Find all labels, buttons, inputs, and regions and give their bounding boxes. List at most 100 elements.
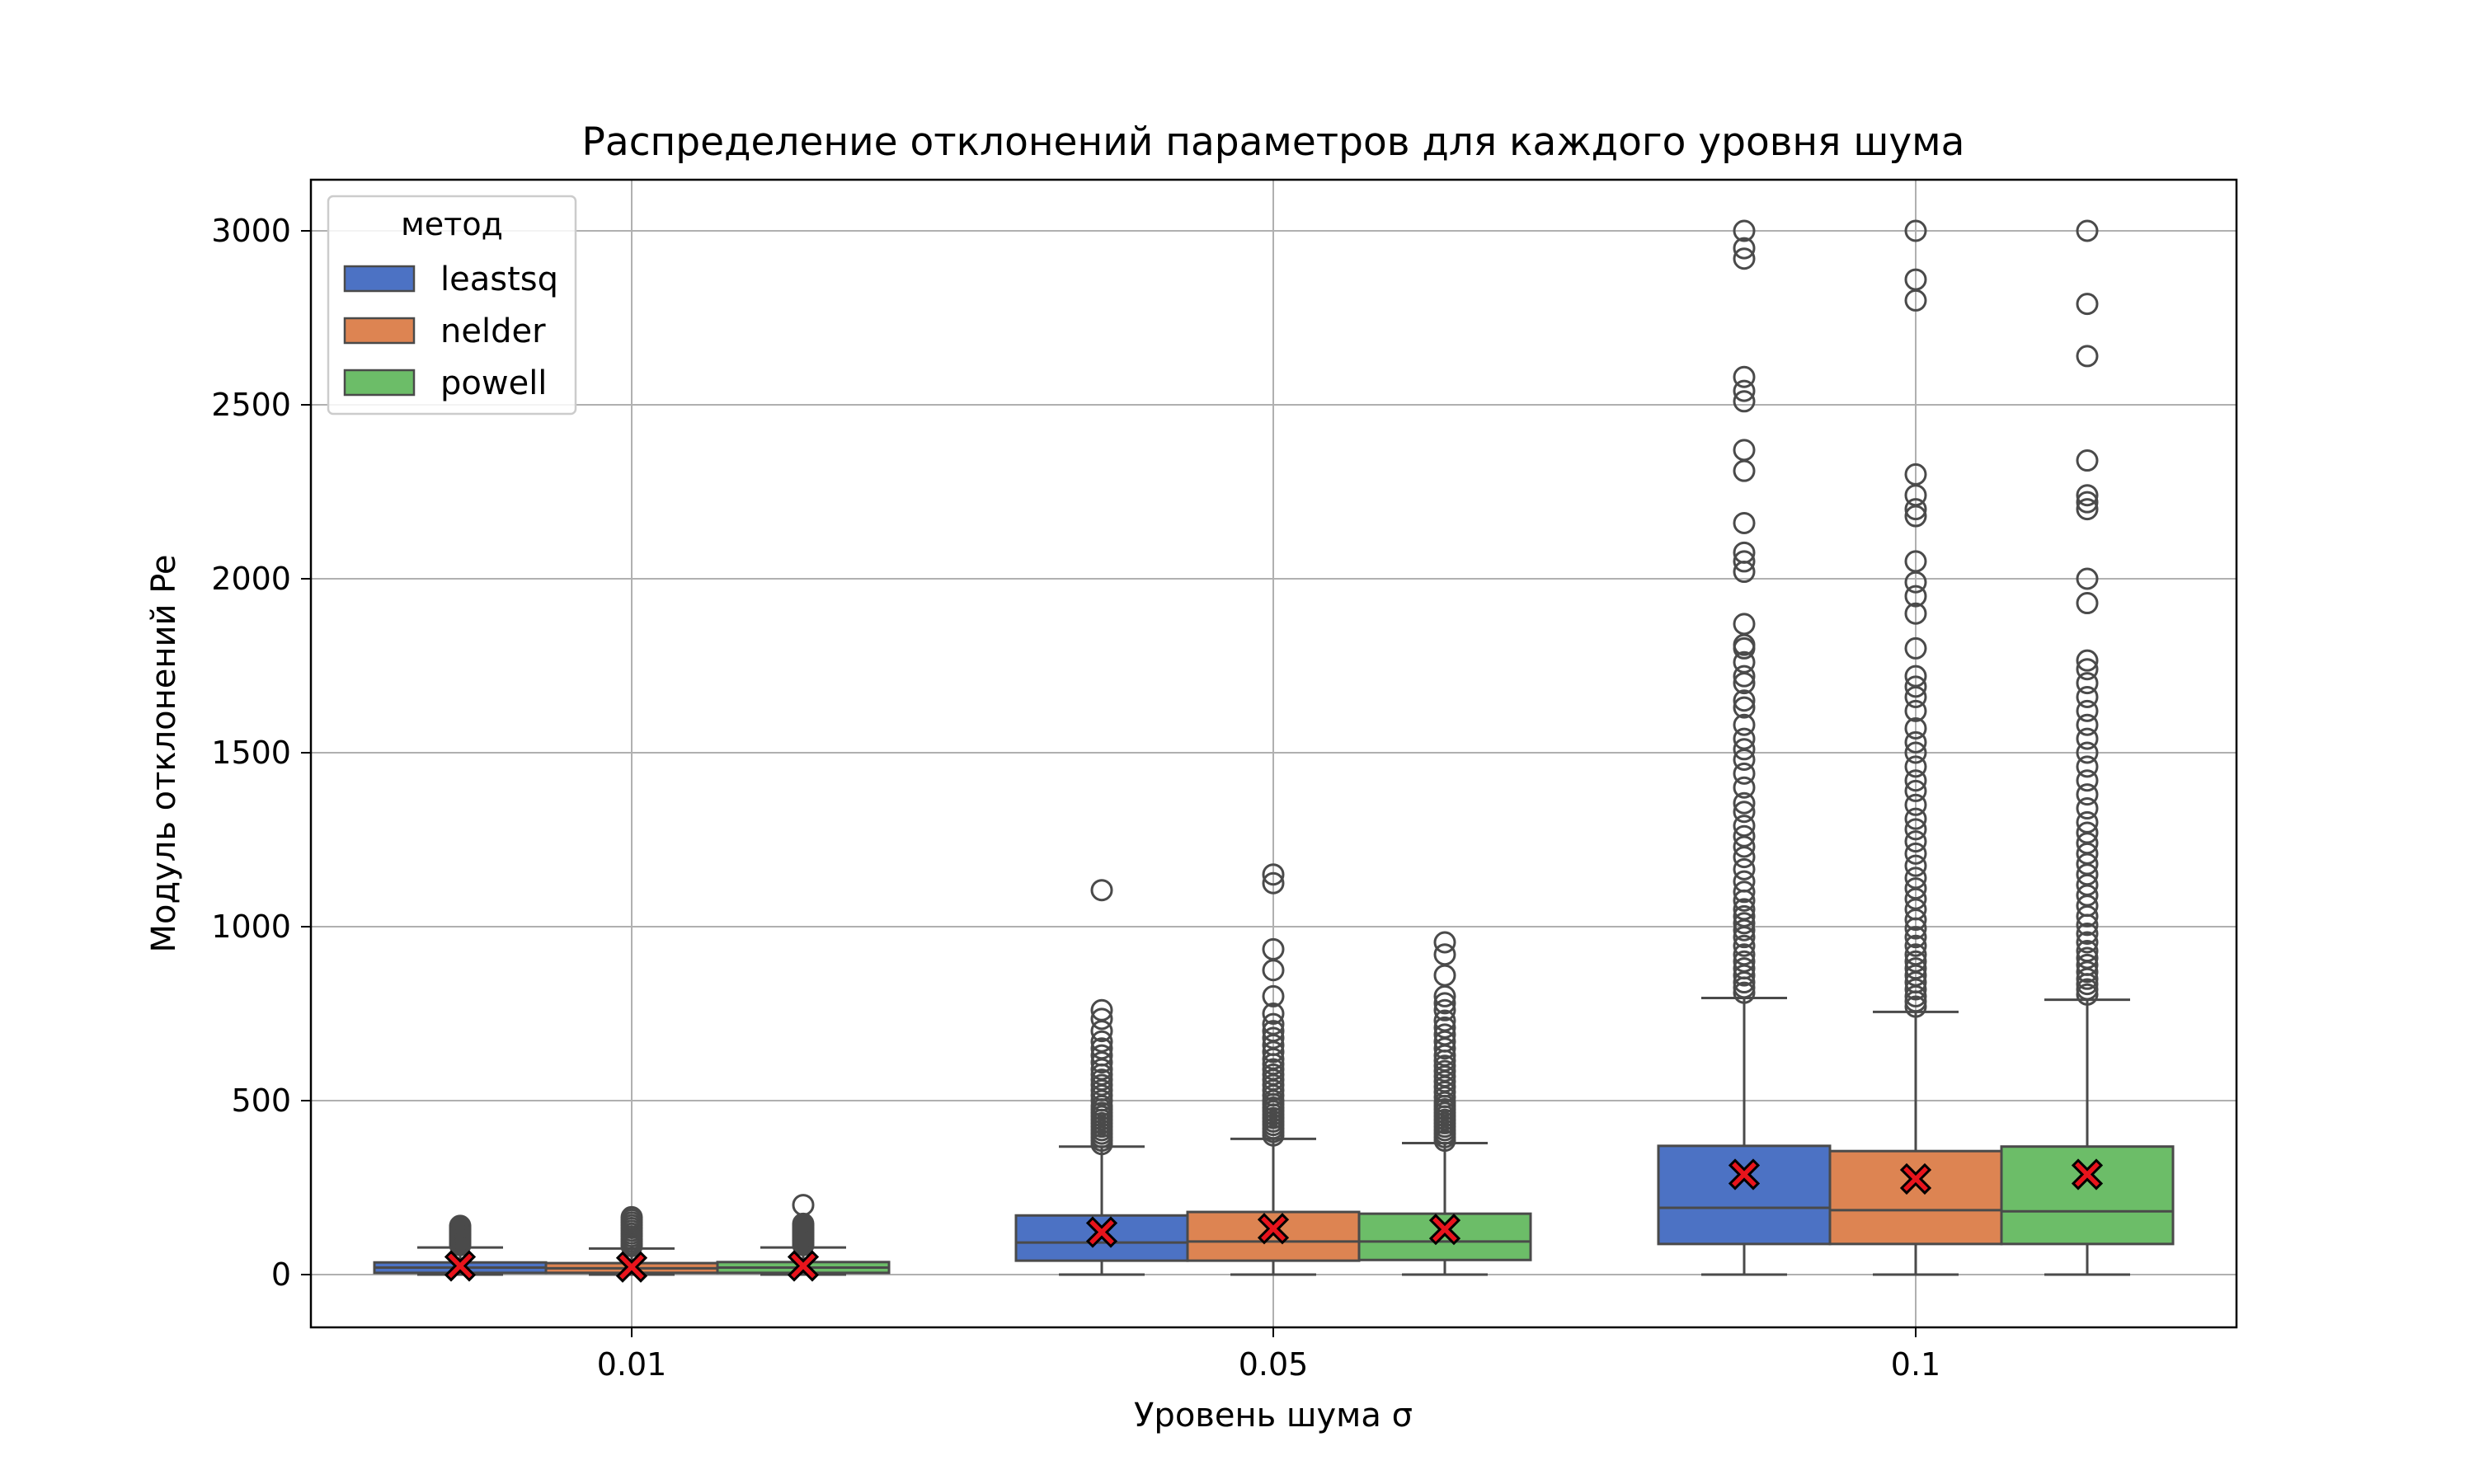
- outlier-point: [1733, 950, 1756, 973]
- y-tick-layer: 0 500 1000 1500 2000 2500 3000: [211, 213, 311, 1293]
- outlier-point: [449, 1214, 472, 1237]
- outlier-point: [1433, 1023, 1456, 1046]
- outlier-point: [1090, 1073, 1113, 1097]
- outlier-point: [1733, 713, 1756, 736]
- outlier-point: [1733, 219, 1756, 242]
- outlier-point: [1262, 871, 1285, 895]
- outlier-point: [1904, 957, 1927, 980]
- box-leastsq-0.01: [373, 1214, 548, 1282]
- mean-marker: [1428, 1214, 1461, 1246]
- outlier-point: [1433, 931, 1456, 954]
- outlier-point: [2076, 821, 2099, 844]
- outlier-point: [2076, 219, 2099, 242]
- outlier-point: [1733, 650, 1756, 674]
- mean-marker: [1257, 1213, 1290, 1245]
- outlier-point: [2076, 491, 2099, 514]
- outlier-point: [1433, 1059, 1456, 1082]
- box-nelder-0.1: [1828, 219, 2003, 1276]
- outlier-point: [2076, 946, 2099, 970]
- outlier-point: [2076, 741, 2099, 764]
- outlier-point: [1090, 1037, 1113, 1060]
- outlier-point: [2076, 797, 2099, 820]
- iqr-box: [1357, 1212, 1532, 1261]
- outlier-point: [1433, 998, 1456, 1021]
- outlier-point: [1733, 857, 1756, 881]
- outlier-point: [1433, 1016, 1456, 1039]
- outlier-point: [2076, 672, 2099, 695]
- outlier-point: [2076, 498, 2099, 521]
- y-tick-label: 1500: [211, 735, 291, 771]
- outlier-point: [1733, 762, 1756, 785]
- outlier-point: [2076, 978, 2099, 1001]
- outlier-point: [1090, 1044, 1113, 1067]
- outlier-point: [1733, 665, 1756, 688]
- outlier-point: [1904, 866, 1927, 890]
- box-nelder-0.05: [1186, 863, 1361, 1276]
- outlier-point: [2076, 769, 2099, 792]
- outlier-point: [1262, 1020, 1285, 1043]
- outlier-point: [1262, 1058, 1285, 1081]
- outlier-point: [1904, 854, 1927, 877]
- y-tick-label: 500: [231, 1082, 291, 1119]
- outlier-point: [2076, 484, 2099, 507]
- legend-label-powell: powell: [440, 364, 547, 402]
- box-powell-0.01: [716, 1194, 891, 1282]
- outlier-point: [1904, 665, 1927, 688]
- outlier-point: [1904, 636, 1927, 660]
- outlier-point: [1733, 815, 1756, 838]
- outlier-point: [1733, 824, 1756, 848]
- outlier-point: [1733, 247, 1756, 270]
- x-tick-label: 0.05: [1239, 1346, 1309, 1383]
- legend-frame: [327, 195, 577, 416]
- x-axis-title: Уровень шума σ: [1134, 1397, 1413, 1435]
- outlier-point: [1904, 730, 1927, 754]
- outlier-point: [1090, 1068, 1113, 1092]
- y-tick-label: 2000: [211, 561, 291, 597]
- outlier-point: [1904, 585, 1927, 608]
- outlier-point: [1733, 957, 1756, 980]
- iqr-box: [1657, 1144, 1832, 1246]
- outlier-point: [2076, 783, 2099, 806]
- outlier-point: [1733, 511, 1756, 534]
- outlier-point: [1733, 541, 1756, 564]
- mean-marker: [787, 1250, 820, 1282]
- outlier-point: [2076, 345, 2099, 368]
- outlier-point: [1262, 984, 1285, 1007]
- outlier-point: [1733, 237, 1756, 260]
- outlier-point: [1733, 881, 1756, 904]
- outlier-point: [2076, 727, 2099, 750]
- outlier-point: [1904, 769, 1927, 792]
- outlier-point: [1733, 550, 1756, 573]
- outlier-point: [1090, 1030, 1113, 1053]
- legend: метод leastsq nelder powell: [327, 195, 577, 416]
- outlier-point: [1262, 937, 1285, 960]
- outlier-point: [1904, 830, 1927, 853]
- outlier-point: [1904, 268, 1927, 291]
- outlier-point: [1733, 801, 1756, 824]
- box-layer: [373, 219, 2175, 1283]
- outlier-point: [1733, 390, 1756, 413]
- outlier-point: [1904, 716, 1927, 740]
- y-tick-label: 0: [271, 1256, 291, 1293]
- outlier-point: [1733, 898, 1756, 921]
- mean-marker: [1085, 1216, 1118, 1248]
- iqr-box: [2000, 1145, 2175, 1246]
- mean-marker: [1728, 1158, 1761, 1190]
- outlier-point: [2076, 953, 2099, 976]
- legend-swatch-leastsq: [343, 265, 416, 293]
- outlier-point: [1262, 1003, 1285, 1025]
- outlier-point: [1733, 981, 1756, 1004]
- outlier-point: [792, 1194, 815, 1217]
- outlier-point: [1733, 791, 1756, 815]
- box-powell-0.1: [2000, 219, 2175, 1276]
- outlier-point: [1433, 1009, 1456, 1032]
- mean-marker: [615, 1251, 648, 1283]
- x-tick-layer: 0.01 0.05 0.1: [597, 1327, 1940, 1383]
- x-tick-label: 0.01: [597, 1346, 667, 1383]
- y-axis-title: Модуль отклонений Pe: [145, 554, 183, 952]
- outlier-point: [1262, 1012, 1285, 1036]
- outlier-point: [2076, 931, 2099, 954]
- outlier-point: [1733, 727, 1756, 750]
- outlier-point: [2076, 699, 2099, 722]
- outlier-point: [1904, 950, 1927, 973]
